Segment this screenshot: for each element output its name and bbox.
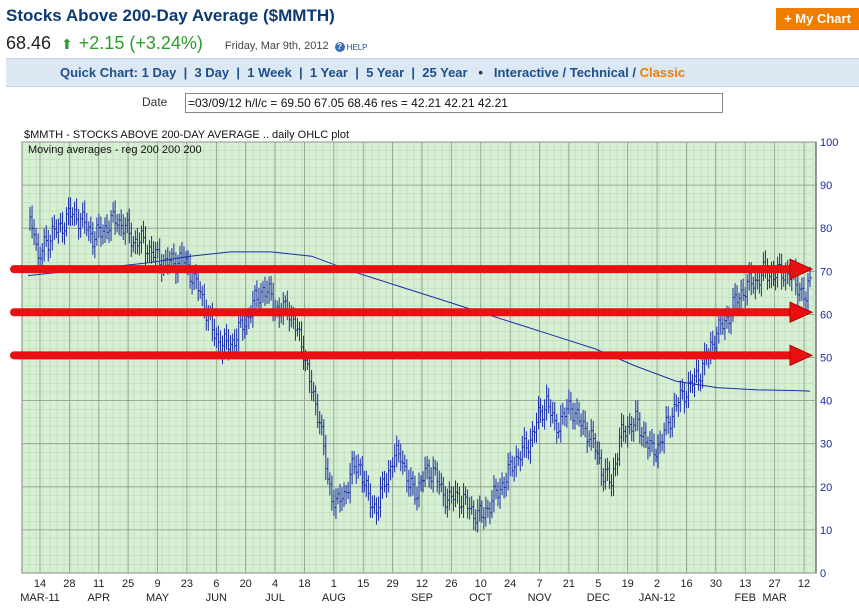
interactive-link[interactable]: Interactive: [493, 65, 559, 80]
x-tick-label: 30: [710, 578, 722, 590]
price-row: 68.46 ⬆ +2.15 (+3.24%) Friday, Mar 9th, …: [6, 33, 368, 55]
chart-area: 0 10 20 30 40 50 60 70 80 90 100 14 28 11 25 9 23 6 20 4 18 1…: [0, 120, 859, 615]
y-tick-label: 20: [820, 482, 832, 494]
y-tick-label: 60: [820, 309, 832, 321]
annotation-arrow-head: [789, 301, 814, 324]
x-tick-label: 6: [213, 578, 219, 590]
x-tick-label: 1: [331, 578, 337, 590]
y-tick-label: 40: [820, 396, 832, 408]
quick-link-1-week[interactable]: 1 Week: [247, 65, 292, 80]
month-label: DEC: [587, 592, 610, 604]
x-tick-label: 10: [475, 578, 487, 590]
month-label: JUL: [265, 592, 285, 604]
page-title: Stocks Above 200-Day Average ($MMTH): [6, 6, 335, 25]
x-tick-label: 15: [357, 578, 369, 590]
y-tick-label: 50: [820, 353, 832, 365]
month-label: FEB: [735, 592, 756, 604]
x-tick-label: 24: [504, 578, 516, 590]
x-tick-label: 14: [34, 578, 46, 590]
quick-link-1-day[interactable]: 1 Day: [141, 65, 177, 80]
y-tick-label: 100: [820, 137, 838, 149]
month-label: APR: [87, 592, 110, 604]
x-tick-label: 9: [154, 578, 160, 590]
date-label: Date: [142, 95, 168, 109]
month-label: JUN: [206, 592, 227, 604]
y-tick-label: 70: [820, 266, 832, 278]
x-tick-label: 23: [181, 578, 193, 590]
x-tick-label: 29: [386, 578, 398, 590]
help-link[interactable]: ? HELP: [334, 42, 368, 52]
price-change: +2.15 (+3.24%): [78, 33, 203, 53]
x-tick-label: 19: [622, 578, 634, 590]
quote-date: Friday, Mar 9th, 2012: [224, 40, 329, 52]
x-tick-label: 20: [240, 578, 252, 590]
quick-chart-label: Quick Chart:: [60, 65, 139, 80]
month-label: MAR-11: [20, 592, 60, 604]
x-tick-label: 12: [416, 578, 428, 590]
bullet-separator: •: [467, 65, 494, 80]
x-tick-label: 4: [272, 578, 278, 590]
x-tick-label: 21: [563, 578, 575, 590]
month-label: AUG: [322, 592, 346, 604]
annotation-arrow-head: [789, 344, 814, 367]
last-price: 68.46: [6, 33, 52, 53]
x-tick-label: 27: [768, 578, 780, 590]
month-label: MAY: [146, 592, 170, 604]
y-tick-label: 90: [820, 180, 832, 192]
x-tick-label: 11: [93, 578, 104, 590]
month-label: JAN-12: [639, 592, 676, 604]
x-tick-label: 5: [595, 578, 601, 590]
month-label: MAR: [762, 592, 787, 604]
help-icon: ?: [334, 42, 345, 52]
month-label: SEP: [411, 592, 433, 604]
x-tick-label: 2: [654, 578, 660, 590]
quick-link-25-year[interactable]: 25 Year: [422, 65, 468, 80]
y-tick-label: 0: [820, 568, 826, 580]
quick-link-1-year[interactable]: 1 Year: [309, 65, 348, 80]
month-label: NOV: [528, 592, 553, 604]
quick-link-3-day[interactable]: 3 Day: [194, 65, 230, 80]
x-tick-label: 28: [63, 578, 75, 590]
date-readout-field[interactable]: =03/09/12 h/l/c = 69.50 67.05 68.46 res …: [185, 93, 723, 113]
up-arrow-icon: ⬆: [61, 36, 73, 52]
x-tick-label: 7: [536, 578, 542, 590]
x-tick-label: 12: [798, 578, 810, 590]
x-tick-label: 13: [739, 578, 751, 590]
quick-link-5-year[interactable]: 5 Year: [366, 65, 405, 80]
quick-chart-bar: Quick Chart: 1 Day | 3 Day | 1 Week | 1 …: [6, 58, 859, 87]
y-tick-label: 80: [820, 223, 832, 235]
help-label: HELP: [346, 42, 368, 52]
x-tick-label: 25: [122, 578, 134, 590]
annotation-arrow-head: [789, 258, 814, 280]
y-tick-label: 30: [820, 439, 832, 451]
technical-link[interactable]: Technical: [569, 65, 629, 80]
classic-link[interactable]: Classic: [639, 65, 686, 80]
x-tick-label: 18: [298, 578, 310, 590]
moving-average-line: [27, 251, 811, 392]
x-tick-label: 26: [445, 578, 457, 590]
chart-title: $MMTH - STOCKS ABOVE 200-DAY AVERAGE .. …: [24, 129, 349, 141]
y-tick-label: 10: [820, 525, 832, 537]
my-chart-button[interactable]: + My Chart: [776, 8, 859, 30]
month-label: OCT: [469, 592, 493, 604]
chart-subtitle: Moving averages - reg 200 200 200: [28, 144, 202, 156]
x-tick-label: 16: [680, 578, 692, 590]
